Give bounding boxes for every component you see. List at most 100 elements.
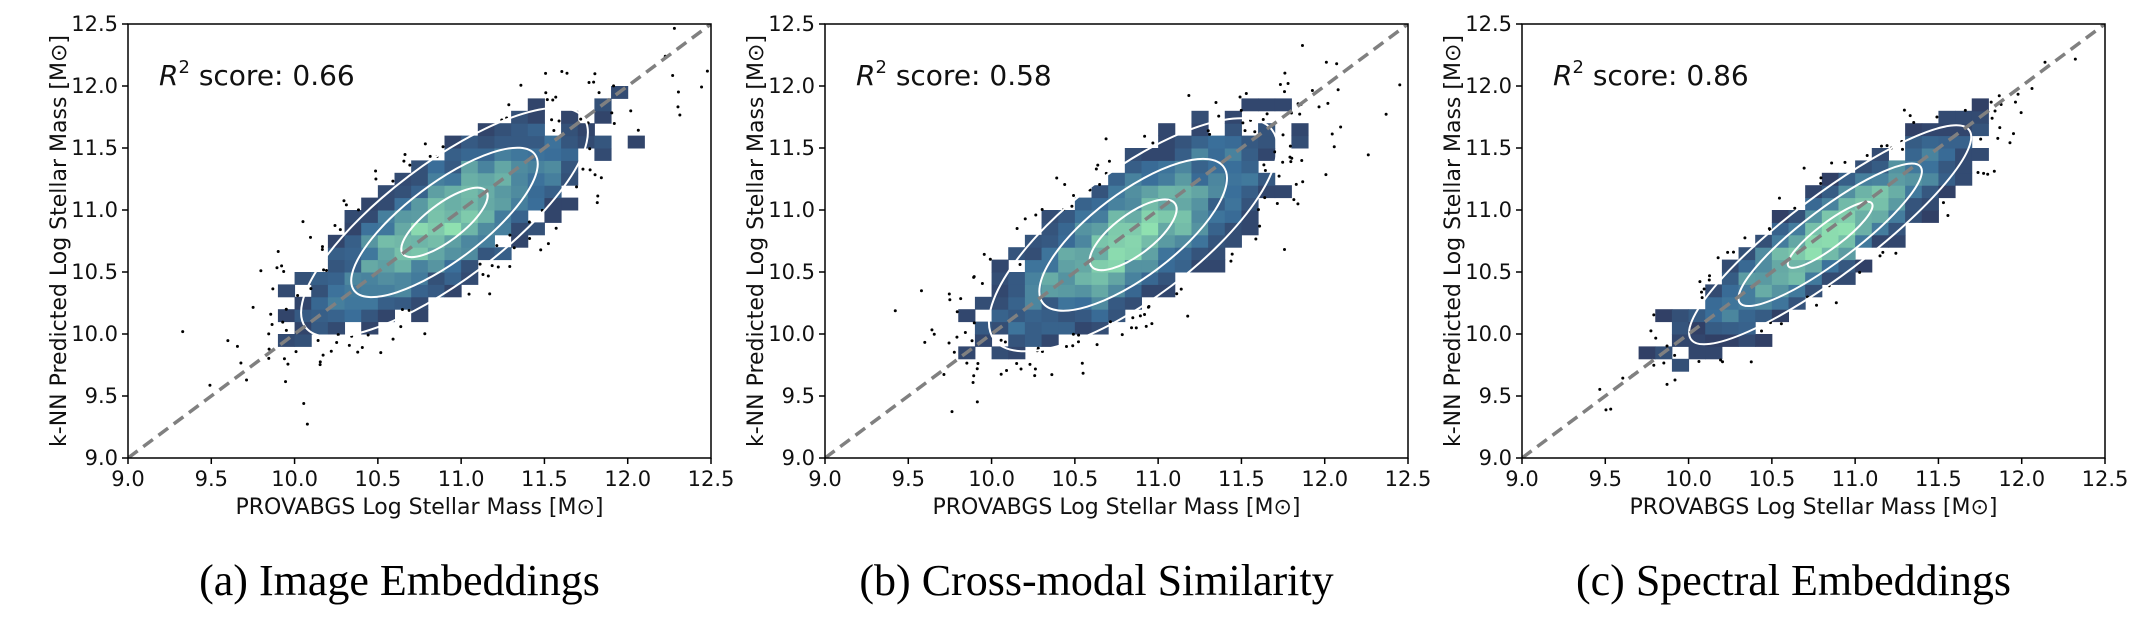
scatter-point — [544, 91, 548, 95]
hist-cell — [494, 160, 512, 174]
hist-cell — [477, 234, 495, 248]
density-contour — [1786, 200, 1874, 269]
hist-cell — [377, 210, 396, 223]
scatter-point — [271, 287, 275, 291]
hist-cell — [1174, 210, 1192, 223]
hist-cell — [1141, 272, 1159, 285]
scatter-point — [1256, 208, 1260, 212]
hist-cell — [394, 185, 412, 199]
density-contour — [1088, 198, 1178, 272]
hist-cell — [1721, 272, 1740, 285]
scatter-point — [676, 90, 680, 94]
hist-cell — [1688, 346, 1706, 360]
scatter-point — [1033, 374, 1037, 378]
hist-cell — [377, 197, 396, 211]
hist-cell — [1058, 284, 1076, 298]
hist-cell — [1938, 160, 1956, 174]
r2-annotation: R2 score: 0.66 — [159, 57, 355, 92]
hist-cell — [477, 222, 495, 236]
scatter-point — [1652, 313, 1656, 317]
hist-cell — [444, 135, 462, 149]
hist-cell — [991, 259, 1009, 273]
scatter-point — [320, 248, 324, 252]
hist-cell — [461, 272, 479, 285]
hist-cell — [1971, 123, 1989, 137]
y-tick-label: 11.0 — [1465, 198, 1512, 222]
hist-cell — [1141, 148, 1159, 161]
scatter-point — [1802, 166, 1806, 170]
scatter-point — [478, 262, 482, 266]
hist-cell — [1838, 222, 1856, 236]
scatter-point — [629, 109, 633, 113]
scatter-point — [1070, 204, 1074, 208]
scatter-point — [1238, 95, 1242, 99]
scatter-point — [407, 308, 411, 312]
hist-cell — [1158, 123, 1176, 137]
scatter-point — [408, 163, 412, 167]
scatter-point — [1241, 121, 1245, 125]
scatter-point — [1865, 154, 1869, 158]
y-tick-label: 12.0 — [71, 74, 118, 98]
scatter-point — [546, 242, 550, 246]
hist-cell — [1938, 148, 1956, 161]
scatter-point — [581, 167, 585, 171]
scatter-point — [1830, 161, 1834, 165]
hist-cell — [1241, 98, 1259, 112]
x-tick-label: 10.0 — [1665, 467, 1712, 491]
hist-cell — [444, 272, 462, 285]
scatter-point — [1147, 304, 1151, 308]
scatter-point — [1253, 130, 1257, 134]
scatter-point — [575, 185, 579, 189]
scatter-point — [1019, 367, 1023, 371]
scatter-point — [2008, 141, 2012, 145]
hist-cell — [1058, 259, 1076, 273]
scatter-point — [676, 105, 680, 109]
scatter-point — [1134, 326, 1138, 330]
hist-cell — [1655, 309, 1673, 323]
hist-cell — [1738, 334, 1756, 347]
scatter-point — [1697, 360, 1701, 364]
hist-cell — [1041, 272, 1059, 285]
y-tick-label: 9.0 — [1479, 446, 1512, 470]
scatter-point — [1120, 333, 1124, 337]
hist-cell — [411, 259, 429, 273]
x-axis-label: PROVABGS Log Stellar Mass [M⊙] — [1629, 495, 1997, 520]
scatter-point — [519, 83, 523, 87]
y-axis-label: k-NN Predicted Log Stellar Mass [M⊙] — [1441, 35, 1466, 447]
scatter-point — [356, 208, 360, 212]
hist-cell — [444, 160, 462, 174]
scatter-point — [1063, 183, 1067, 187]
scatter-point — [181, 330, 185, 334]
hist-cell — [1124, 185, 1142, 199]
scatter-point — [296, 293, 300, 297]
hist-cell — [1241, 197, 1259, 211]
scatter-point — [976, 361, 980, 365]
hist-cell — [1805, 197, 1823, 211]
hist-cell — [1905, 148, 1923, 161]
hist-cell — [1008, 296, 1026, 310]
scatter-point — [309, 287, 313, 291]
hist-cell — [461, 222, 479, 236]
scatter-point — [1300, 158, 1304, 162]
y-tick-label: 12.0 — [1465, 74, 1512, 98]
panel-caption: (a) Image Embeddings — [199, 556, 600, 605]
hist-cell — [577, 123, 595, 137]
hist-cell — [1671, 321, 1690, 335]
panel-1: 9.0 9.5 10.0 10.5 11.0 11.5 12.0 12.5 9.0 9.5 10.0… — [744, 12, 1431, 605]
scatter-point — [1244, 91, 1248, 95]
hist-cell — [1091, 210, 1109, 223]
hist-cell — [1805, 284, 1823, 298]
scatter-point — [1150, 322, 1154, 326]
scatter-point — [1281, 133, 1285, 137]
hist-cell — [1905, 123, 1923, 137]
hist-cell — [527, 160, 545, 174]
hist-cell — [1008, 346, 1026, 360]
scatter-point — [1298, 112, 1302, 116]
hist-cell — [344, 309, 362, 323]
hist-cell — [1705, 346, 1723, 360]
hist-cell — [1224, 160, 1242, 174]
hist-cell — [1191, 110, 1209, 124]
scatter-point — [490, 264, 494, 268]
hist-cell — [1291, 135, 1309, 149]
scatter-point — [488, 292, 492, 296]
